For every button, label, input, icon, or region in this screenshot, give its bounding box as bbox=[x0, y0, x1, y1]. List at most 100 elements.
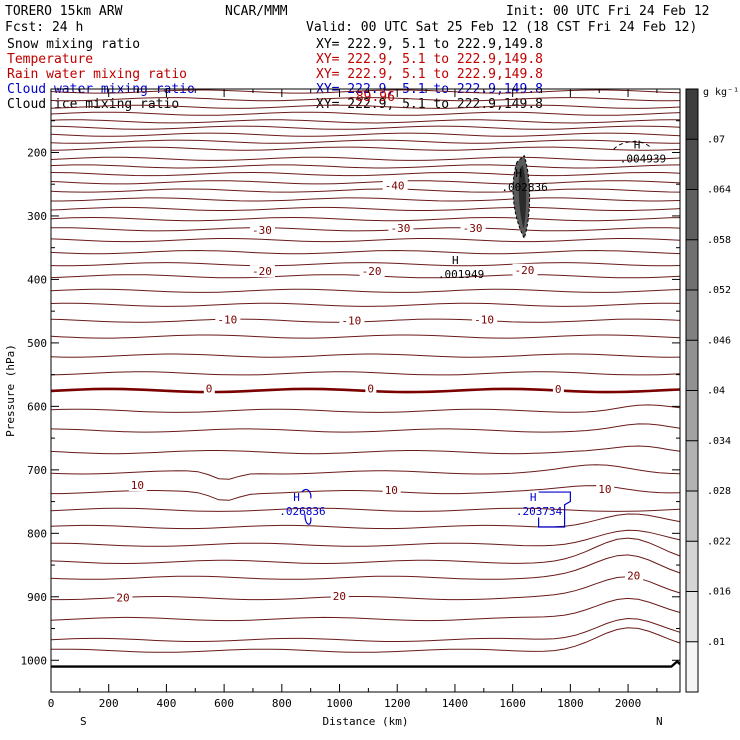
isotherm-line bbox=[50, 617, 681, 642]
colorbar-bin bbox=[686, 239, 698, 291]
snow-plume-core bbox=[518, 165, 527, 229]
colorbar-bin bbox=[686, 390, 698, 442]
colorbar-label: .07 bbox=[707, 134, 725, 145]
isotherm-line bbox=[50, 507, 681, 512]
isotherm-label-bg bbox=[460, 221, 486, 234]
field-rain-name: Rain water mixing ratio bbox=[7, 67, 187, 82]
x-tick-label: 600 bbox=[214, 697, 234, 710]
isotherm-label-bg bbox=[512, 263, 538, 276]
maximum-marker: H bbox=[452, 254, 459, 267]
isotherm-line bbox=[50, 249, 681, 255]
isotherm-label: 0 bbox=[367, 383, 374, 396]
isotherm-label: 20 bbox=[333, 590, 346, 603]
y-tick-label: 800 bbox=[27, 527, 47, 540]
isotherm-line bbox=[50, 227, 681, 232]
isotherm-label-bg bbox=[114, 591, 133, 604]
isotherm-line bbox=[50, 371, 681, 376]
isotherm-label-bg bbox=[552, 383, 564, 396]
isotherm-line bbox=[50, 353, 681, 358]
north-end-label: N bbox=[656, 715, 663, 728]
isotherm-line bbox=[50, 132, 681, 137]
valid-time: Valid: 00 UTC Sat 25 Feb 12 (18 CST Fri … bbox=[306, 20, 697, 35]
isotherm-label: -10 bbox=[341, 315, 361, 328]
y-tick-label: 200 bbox=[27, 146, 47, 159]
colorbar-bin bbox=[686, 491, 698, 542]
y-tick-label: 700 bbox=[27, 464, 47, 477]
colorbar-bin bbox=[686, 189, 698, 241]
maximum-value: .026836 bbox=[279, 505, 325, 518]
plot-area: -40 -30 -30 -30 -20 -20 -20 -10 -10 -10 0 0 0 10 10 10 2… bbox=[4, 88, 681, 728]
isotherm-line bbox=[51, 485, 681, 501]
isotherm-line bbox=[50, 180, 681, 185]
y-tick-label: 900 bbox=[27, 591, 47, 604]
isotherm-label-bg bbox=[330, 590, 349, 603]
isotherm-line bbox=[50, 89, 681, 94]
x-tick-label: 200 bbox=[99, 697, 119, 710]
x-tick-label: 0 bbox=[48, 697, 55, 710]
y-tick-label: 500 bbox=[27, 337, 47, 350]
isotherm-label: -10 bbox=[217, 313, 237, 326]
ground-surface-line bbox=[51, 659, 681, 668]
colorbar-label: .01 bbox=[707, 637, 725, 648]
isotherm-label-bg bbox=[596, 482, 615, 495]
forecast-hour: Fcst: 24 h bbox=[5, 20, 83, 35]
isotherm-label: -30 bbox=[252, 224, 272, 237]
isotherm-line bbox=[51, 197, 681, 202]
isotherm-line bbox=[50, 262, 681, 267]
x-tick-label: 1400 bbox=[442, 697, 469, 710]
isotherm-label-bg bbox=[365, 382, 377, 395]
colorbar-bin bbox=[686, 290, 698, 341]
cloud-water-contour bbox=[538, 491, 571, 528]
isotherm-label-bg bbox=[382, 484, 401, 497]
colorbar-label: .022 bbox=[707, 536, 731, 547]
isotherm-line bbox=[50, 597, 681, 622]
colorbar-bin bbox=[686, 340, 698, 391]
colorbar-label: .04 bbox=[707, 386, 725, 397]
isotherm-line bbox=[50, 125, 681, 130]
isotherm-label-bg bbox=[339, 314, 365, 327]
x-tick-label: 1600 bbox=[499, 697, 526, 710]
x-tick-label: 1200 bbox=[384, 697, 411, 710]
field-temperature-xy: XY= 222.9, 5.1 to 222.9,149.8 bbox=[316, 52, 543, 67]
maximum-value: .203734 bbox=[516, 505, 563, 518]
maximum-marker: H bbox=[530, 491, 537, 504]
isotherm-line bbox=[50, 537, 681, 565]
isotherm-line bbox=[50, 139, 681, 144]
colorbar-label: .028 bbox=[707, 486, 731, 497]
isotherm-line bbox=[50, 464, 681, 480]
isotherm-line bbox=[51, 576, 681, 601]
colorbar-bin bbox=[686, 541, 698, 592]
field-snow-name: Snow mixing ratio bbox=[7, 37, 140, 52]
isotherm-line bbox=[50, 302, 681, 307]
isotherm-label: -40 bbox=[385, 179, 405, 192]
isotherm-line bbox=[50, 404, 681, 413]
maximum-value: .004939 bbox=[620, 152, 666, 165]
isotherm-line bbox=[50, 206, 681, 211]
field-cloudice-name: Cloud ice mixing ratio bbox=[7, 97, 179, 112]
isotherm-line bbox=[50, 171, 681, 177]
colorbar-unit: g kg⁻¹ bbox=[703, 87, 739, 98]
isotherm-line bbox=[50, 554, 681, 580]
isotherm-label: -30 bbox=[390, 222, 410, 235]
isotherm-line bbox=[50, 627, 681, 653]
field-temperature-name: Temperature bbox=[7, 52, 93, 67]
isotherm-label-bg bbox=[203, 382, 215, 395]
isotherm-label: -20 bbox=[362, 265, 382, 278]
cloud-water-contour bbox=[301, 488, 312, 525]
isotherm-line bbox=[50, 111, 681, 116]
isotherm-label-bg bbox=[472, 313, 498, 326]
maximum-marker: H bbox=[515, 167, 522, 180]
colorbar-label: .052 bbox=[707, 285, 731, 296]
isotherm-label: 20 bbox=[627, 570, 640, 583]
isotherm-label: -20 bbox=[515, 264, 535, 277]
plot-frame bbox=[50, 88, 681, 693]
colorbar-bin bbox=[686, 591, 698, 643]
y-tick-label: 600 bbox=[27, 400, 47, 413]
colorbar-label: .046 bbox=[707, 335, 731, 346]
isotherm-label: 10 bbox=[385, 484, 398, 497]
x-axis-label: Distance (km) bbox=[322, 715, 408, 728]
colorbar-bin bbox=[686, 440, 698, 492]
isotherm-line bbox=[50, 423, 681, 433]
isotherm-line bbox=[50, 188, 681, 193]
isotherm-line bbox=[50, 513, 681, 530]
